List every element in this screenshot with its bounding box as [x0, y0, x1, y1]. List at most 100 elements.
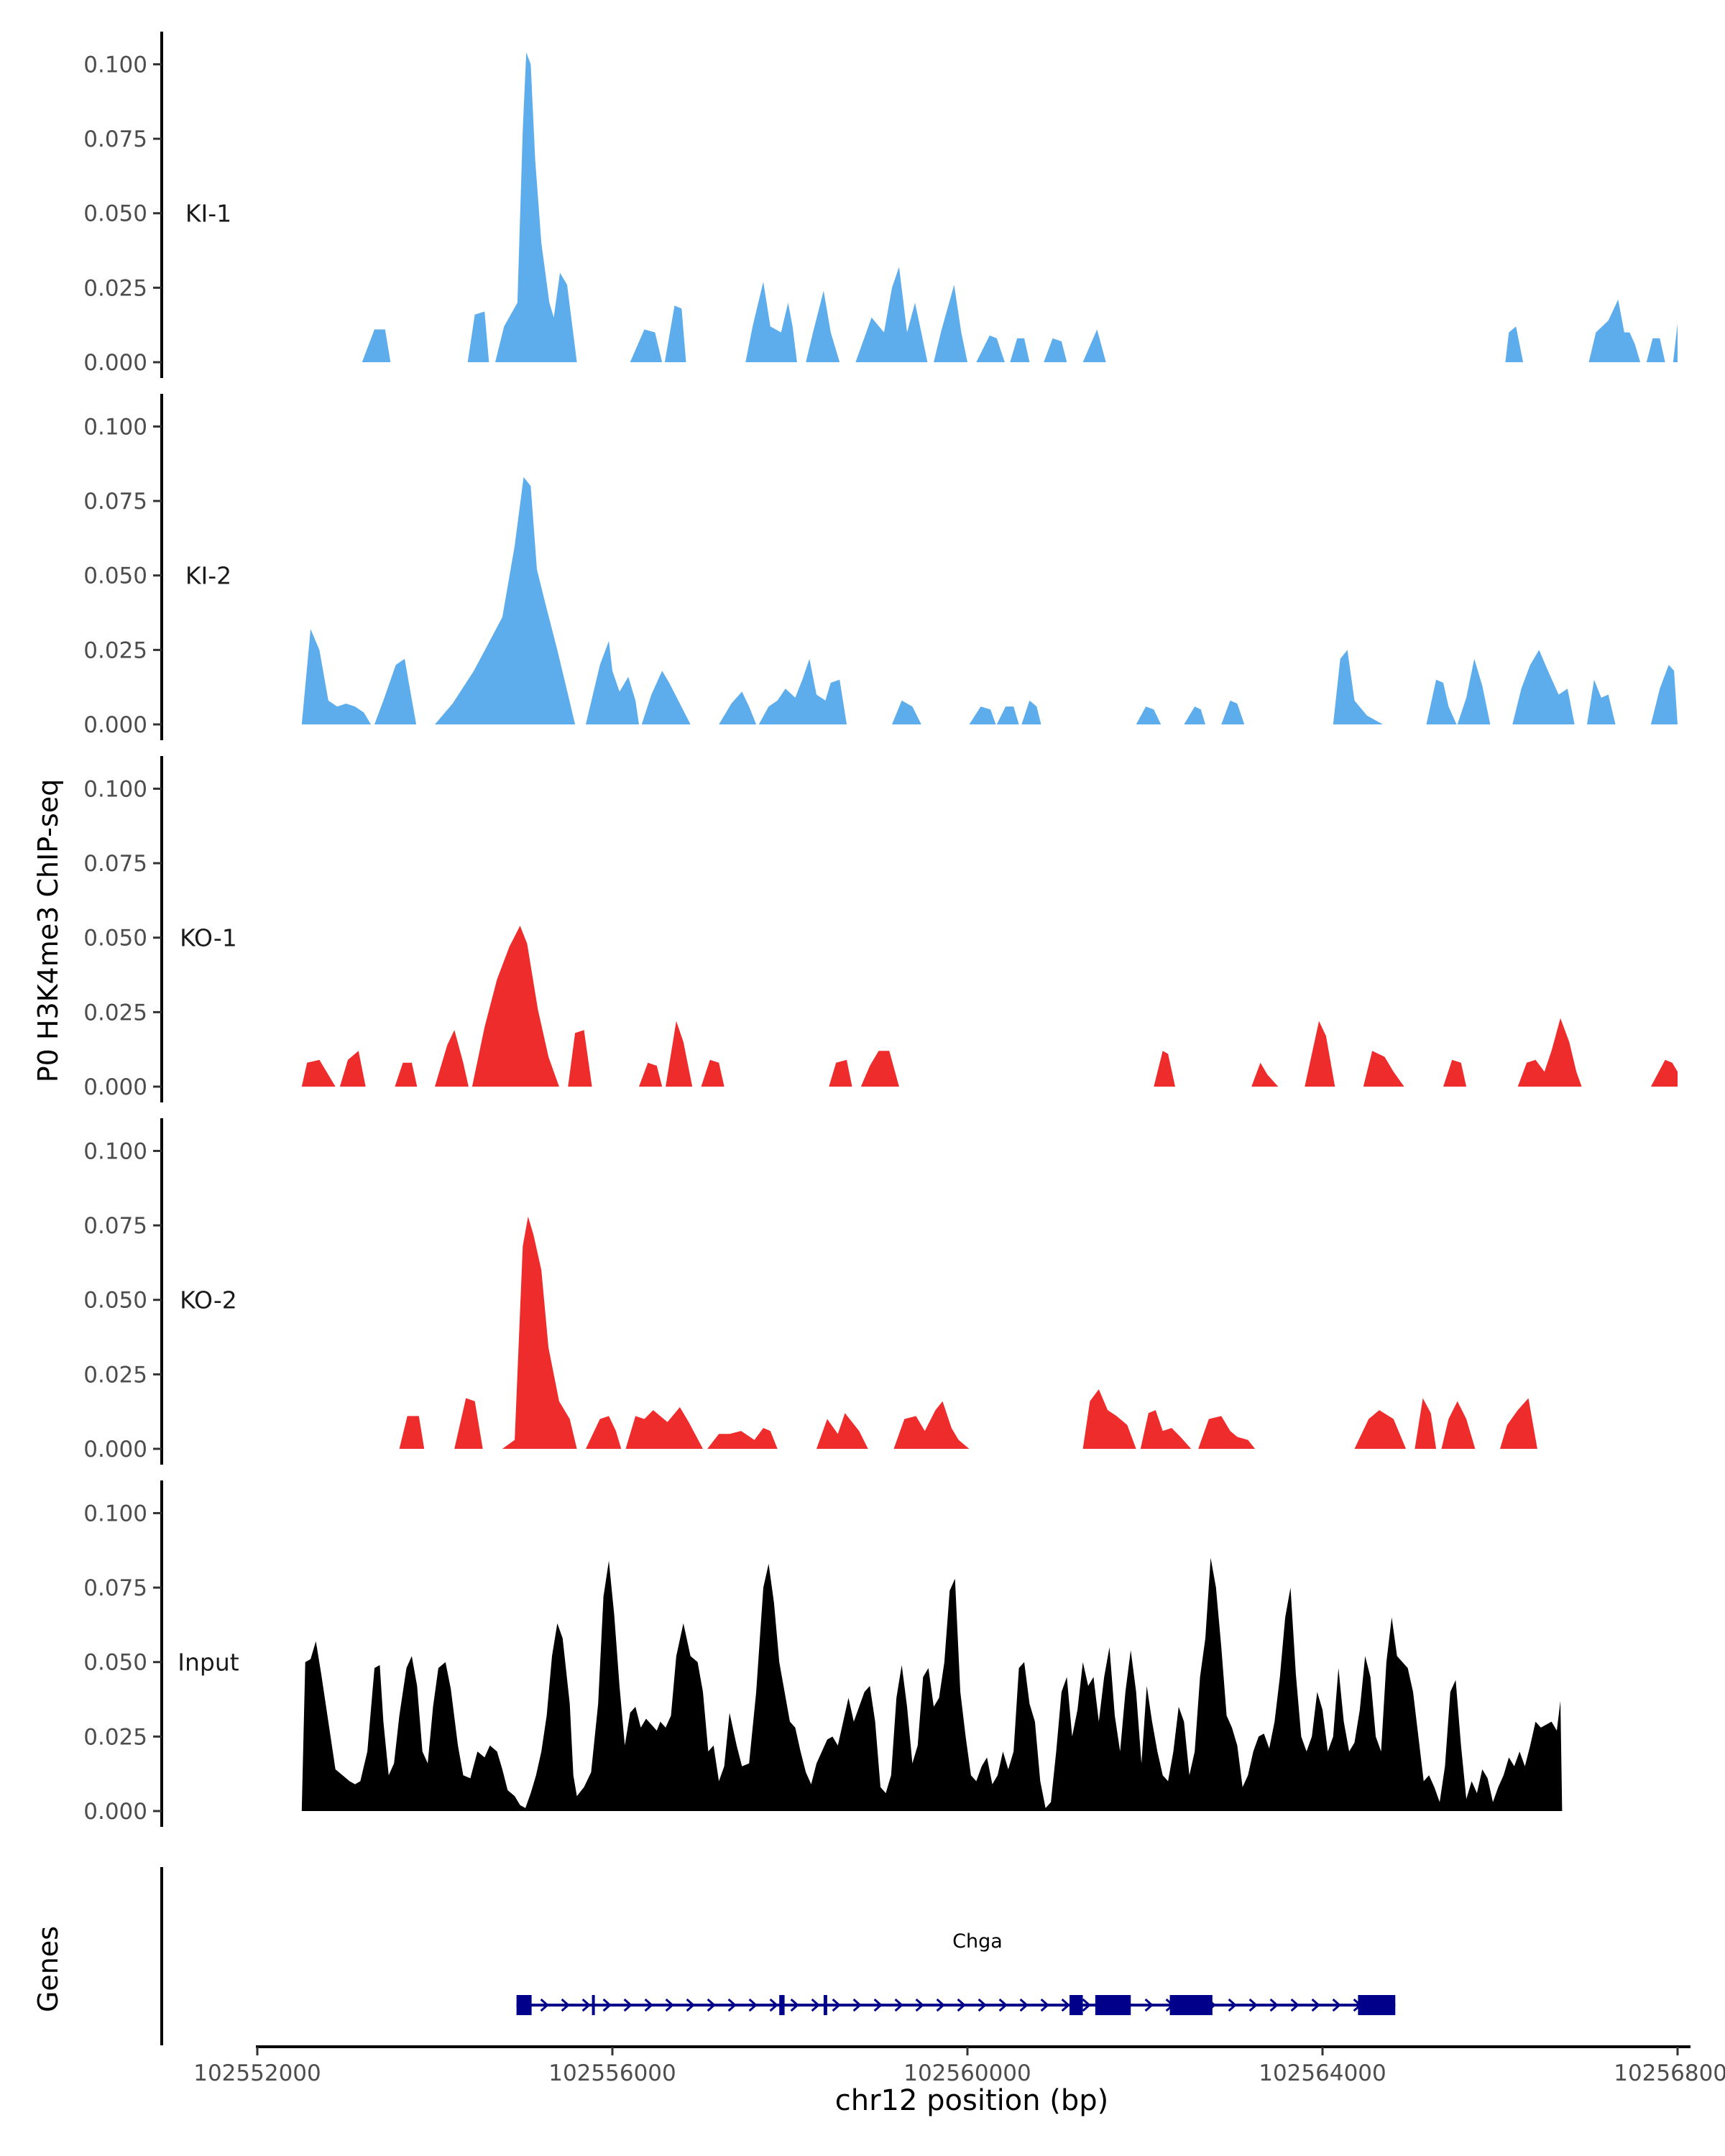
strand-arrow	[686, 1998, 695, 2012]
coverage-area	[996, 706, 1019, 724]
coverage-area	[893, 1401, 970, 1449]
coverage-area	[1184, 706, 1205, 724]
coverage-area	[495, 52, 577, 363]
y-tick-label: 0.075	[83, 1575, 147, 1601]
coverage-area	[745, 282, 797, 362]
gene-name: Chga	[952, 1930, 1003, 1953]
coverage-area	[362, 329, 391, 362]
track-label: KI-2	[185, 562, 231, 590]
coverage-area	[1650, 665, 1678, 724]
strand-arrow	[623, 1998, 632, 2012]
coverage-area	[435, 1030, 469, 1087]
coverage-area	[568, 1030, 592, 1087]
y-tick-label: 0.050	[83, 201, 147, 227]
coverage-area	[1354, 1410, 1407, 1449]
coverage-area	[586, 1416, 622, 1449]
strand-arrow	[1269, 1998, 1279, 2012]
strand-arrow	[644, 1998, 653, 2012]
exon	[1169, 1995, 1213, 2015]
track-ki-1: 0.000 0.025 0.050 0.075 0.100 KI-1	[83, 32, 1678, 378]
x-tick-label: 102564000	[1259, 2060, 1386, 2086]
strand-arrow	[1019, 1998, 1029, 2012]
y-tick-label: 0.025	[83, 637, 147, 663]
exon	[823, 1995, 827, 2015]
strand-arrow	[873, 1998, 883, 2012]
strand-arrow	[936, 1998, 945, 2012]
strand-arrow	[832, 1998, 841, 2012]
y-tick-label: 0.075	[83, 126, 147, 152]
coverage-area	[1588, 299, 1641, 362]
coverage-area	[829, 1059, 852, 1087]
coverage-area	[1221, 700, 1245, 724]
track-ko-1: 0.000 0.025 0.050 0.075 0.100 KO-1	[83, 756, 1678, 1102]
coverage-area	[435, 476, 576, 724]
coverage-area	[1010, 338, 1030, 362]
coverage-area	[1512, 650, 1575, 724]
coverage-area	[1136, 706, 1162, 724]
strand-arrow	[1040, 1998, 1049, 2012]
coverage-area	[374, 658, 417, 724]
strand-arrow	[707, 1998, 716, 2012]
coverage-area	[630, 329, 663, 362]
coverage-area	[467, 311, 489, 362]
y-tick-label: 0.025	[83, 275, 147, 301]
strand-arrow	[1248, 1998, 1258, 2012]
strand-arrow	[540, 1998, 549, 2012]
y-tick-label: 0.050	[83, 563, 147, 589]
coverage-area	[664, 305, 686, 362]
coverage-area	[1082, 1389, 1136, 1449]
strand-arrow	[811, 1998, 820, 2012]
coverage-area	[641, 671, 691, 724]
x-axis-label: chr12 position (bp)	[835, 2084, 1109, 2117]
strand-arrow	[665, 1998, 674, 2012]
coverage-area	[502, 1216, 577, 1449]
strand-arrow	[790, 1998, 799, 2012]
strand-arrow	[727, 1998, 737, 2012]
strand-arrow	[852, 1998, 862, 2012]
track-label: KO-2	[180, 1286, 237, 1314]
coverage-area	[707, 1428, 778, 1449]
coverage-area	[1517, 1018, 1582, 1087]
strand-arrow	[1332, 1998, 1341, 2012]
coverage-area	[1646, 338, 1665, 362]
x-tick-label: 102552000	[193, 2060, 321, 2086]
y-tick-label: 0.025	[83, 1000, 147, 1026]
coverage-area	[1021, 700, 1041, 724]
coverage-area	[1650, 1059, 1678, 1087]
coverage-area	[892, 700, 921, 724]
strand-arrow	[978, 1998, 987, 2012]
exon	[592, 1995, 595, 2015]
coverage-area	[301, 1059, 336, 1087]
strand-arrow	[748, 1998, 758, 2012]
exon	[1070, 1995, 1083, 2015]
y-tick-label: 0.000	[83, 1074, 147, 1100]
strand-arrow	[1082, 1998, 1091, 2012]
strand-arrow	[1061, 1998, 1070, 2012]
coverage-area	[395, 1062, 418, 1087]
track-label: Input	[178, 1649, 239, 1677]
coverage-area	[301, 1557, 1571, 1811]
x-tick-label: 102568000	[1614, 2060, 1725, 2086]
y-tick-label: 0.100	[83, 414, 147, 440]
y-tick-label: 0.075	[83, 851, 147, 877]
strand-arrow	[581, 1998, 591, 2012]
coverage-area	[1333, 650, 1383, 724]
coverage-area	[1082, 329, 1106, 362]
coverage-area	[1426, 679, 1457, 724]
coverage-area	[816, 1413, 868, 1449]
coverage-area	[586, 640, 639, 724]
track-ki-2: 0.000 0.025 0.050 0.075 0.100 KI-2	[83, 394, 1678, 740]
coverage-area	[399, 1416, 425, 1449]
y-tick-label: 0.100	[83, 1501, 147, 1526]
x-tick-label: 102556000	[548, 2060, 676, 2086]
coverage-area	[666, 1021, 693, 1087]
y-tick-label: 0.025	[83, 1362, 147, 1388]
coverage-area	[701, 1059, 724, 1087]
coverage-area	[1457, 658, 1491, 724]
y-tick-label: 0.100	[83, 776, 147, 802]
y-tick-label: 0.050	[83, 1288, 147, 1314]
strand-arrow	[1311, 1998, 1320, 2012]
coverage-area	[976, 335, 1005, 362]
coverage-area	[719, 691, 757, 724]
coverage-area	[1673, 323, 1678, 362]
